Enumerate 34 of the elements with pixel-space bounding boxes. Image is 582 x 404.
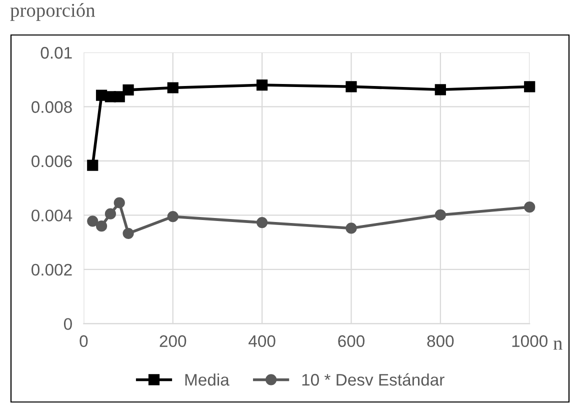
y-axis-title: proporción	[10, 3, 96, 21]
x-tick-label: 800	[427, 335, 454, 348]
point	[524, 202, 536, 213]
point	[87, 160, 98, 171]
point	[346, 81, 357, 92]
point	[96, 220, 108, 232]
point	[167, 82, 178, 94]
y-tick-label: 0.006	[32, 155, 72, 168]
point	[122, 84, 134, 96]
point	[114, 197, 125, 208]
point	[346, 222, 357, 234]
point	[114, 91, 125, 102]
y-tick-label: 0.002	[32, 264, 72, 276]
x-tick-label: 200	[160, 335, 186, 348]
y-tick-label: 0.004	[32, 210, 72, 222]
y-tick-label: 0.008	[32, 101, 72, 113]
point	[167, 211, 178, 222]
point	[434, 209, 446, 221]
y-tick-label: 0	[64, 318, 72, 330]
point	[87, 216, 98, 227]
point	[104, 208, 116, 220]
legend-label: 10 * Desv Estándar	[302, 373, 444, 386]
x-tick-label: 0	[80, 335, 88, 348]
y-tick-label: 0.01	[40, 46, 72, 59]
point	[256, 79, 268, 91]
point	[524, 81, 536, 92]
point	[434, 84, 446, 96]
x-tick-label: 600	[338, 335, 364, 348]
point	[122, 228, 134, 239]
legend-label: Media	[185, 373, 230, 386]
x-axis-title: n	[553, 340, 562, 350]
x-tick-label: 400	[248, 335, 276, 348]
x-tick-label: 1000	[512, 335, 548, 348]
point	[256, 216, 268, 228]
